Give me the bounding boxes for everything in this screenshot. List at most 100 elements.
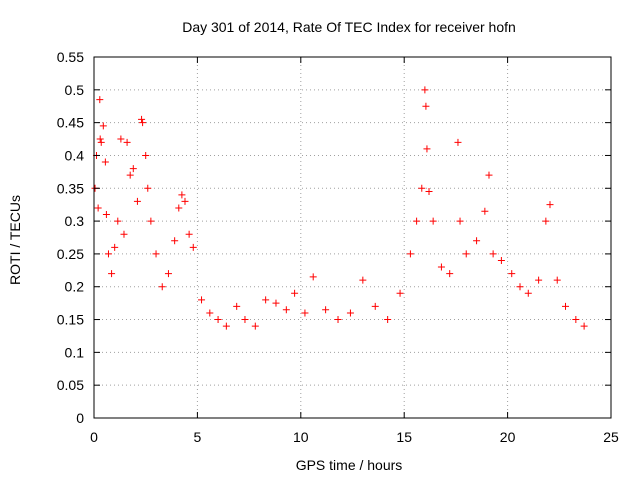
y-tick-label: 0.05 — [57, 377, 84, 393]
data-point — [178, 191, 186, 199]
data-point — [516, 283, 524, 291]
y-tick-label: 0.35 — [57, 180, 84, 196]
y-tick-label: 0.2 — [65, 279, 85, 295]
data-point — [152, 250, 160, 258]
data-point — [282, 306, 290, 314]
data-point — [346, 309, 354, 317]
data-point — [97, 138, 105, 146]
data-point — [462, 250, 470, 258]
data-point — [497, 256, 505, 264]
x-tick-label: 15 — [396, 429, 412, 445]
data-point — [359, 276, 367, 284]
y-tick-label: 0.5 — [65, 82, 85, 98]
y-tick-label: 0.1 — [65, 344, 85, 360]
data-point — [171, 237, 179, 245]
x-tick-label: 10 — [293, 429, 309, 445]
data-point — [481, 207, 489, 215]
data-point — [120, 230, 128, 238]
data-point — [429, 217, 437, 225]
y-tick-label: 0.15 — [57, 312, 84, 328]
data-point — [508, 270, 516, 278]
data-point — [101, 158, 109, 166]
data-point — [181, 197, 189, 205]
data-points — [91, 86, 588, 330]
data-point — [572, 316, 580, 324]
data-point — [485, 171, 493, 179]
data-point — [175, 204, 183, 212]
data-point — [94, 204, 102, 212]
y-tick-label: 0.3 — [65, 213, 85, 229]
data-point — [123, 138, 131, 146]
data-point — [251, 322, 259, 330]
data-point — [206, 309, 214, 317]
data-point — [198, 296, 206, 304]
data-point — [291, 289, 299, 297]
data-point — [111, 243, 119, 251]
data-point — [129, 165, 137, 173]
data-point — [272, 299, 280, 307]
data-point — [535, 276, 543, 284]
grid-lines — [94, 57, 611, 418]
data-point — [139, 119, 147, 127]
data-point — [126, 171, 134, 179]
data-point — [423, 145, 431, 153]
data-point — [406, 250, 414, 258]
data-point — [309, 273, 317, 281]
data-point — [413, 217, 421, 225]
y-tick-label: 0.55 — [57, 49, 84, 65]
data-point — [114, 217, 122, 225]
data-point — [147, 217, 155, 225]
data-point — [446, 270, 454, 278]
data-point — [421, 86, 429, 94]
data-point — [108, 270, 116, 278]
data-point — [233, 302, 241, 310]
data-point — [158, 283, 166, 291]
y-tick-label: 0 — [76, 410, 84, 426]
y-tick-label: 0.4 — [65, 147, 85, 163]
data-point — [371, 302, 379, 310]
x-axis-ticks: 0 5 10 15 20 25 — [90, 57, 619, 445]
data-point — [546, 201, 554, 209]
data-point — [102, 211, 110, 219]
data-point — [133, 197, 141, 205]
data-point — [418, 184, 426, 192]
data-point — [580, 322, 588, 330]
data-point — [454, 138, 462, 146]
data-point — [241, 316, 249, 324]
data-point — [553, 276, 561, 284]
data-point — [322, 306, 330, 314]
data-point — [262, 296, 270, 304]
data-point — [214, 316, 222, 324]
data-point — [384, 316, 392, 324]
y-tick-label: 0.25 — [57, 246, 84, 262]
data-point — [542, 217, 550, 225]
chart-title: Day 301 of 2014, Rate Of TEC Index for r… — [182, 19, 516, 35]
data-point — [425, 188, 433, 196]
x-axis-label: GPS time / hours — [296, 457, 403, 473]
data-point — [104, 250, 112, 258]
x-tick-label: 25 — [603, 429, 619, 445]
x-tick-label: 5 — [194, 429, 202, 445]
y-axis-label: ROTI / TECUs — [7, 195, 23, 285]
data-point — [301, 309, 309, 317]
data-point — [144, 184, 152, 192]
data-point — [117, 135, 125, 143]
y-axis-ticks: 0 0.05 0.1 0.15 0.2 0.25 0.3 0.35 0.4 0.45 0.5 0.55 — [57, 49, 611, 426]
data-point — [99, 122, 107, 130]
data-point — [189, 243, 197, 251]
data-point — [185, 230, 193, 238]
data-point — [456, 217, 464, 225]
data-point — [334, 316, 342, 324]
x-tick-label: 20 — [500, 429, 516, 445]
data-point — [96, 96, 104, 104]
y-tick-label: 0.45 — [57, 115, 84, 131]
x-tick-label: 0 — [90, 429, 98, 445]
data-point — [562, 302, 570, 310]
data-point — [473, 237, 481, 245]
data-point — [489, 250, 497, 258]
plot-frame — [93, 56, 612, 419]
data-point — [396, 289, 404, 297]
data-point — [437, 263, 445, 271]
data-point — [96, 135, 104, 143]
